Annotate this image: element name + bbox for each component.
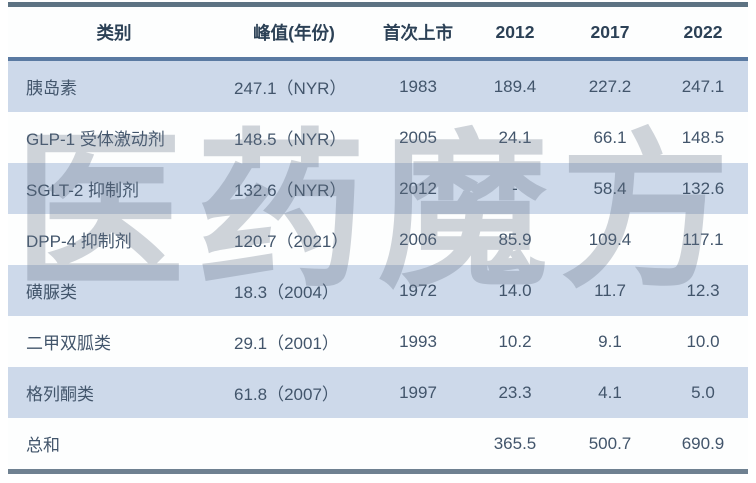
cell-category: GLP-1 受体激动剂 bbox=[8, 112, 220, 163]
cell-2012: - bbox=[468, 163, 562, 214]
cell-category: 胰岛素 bbox=[8, 59, 220, 112]
cell-2012: 189.4 bbox=[468, 59, 562, 112]
cell-category: 磺脲类 bbox=[8, 265, 220, 316]
cell-2017: 66.1 bbox=[562, 112, 658, 163]
cell-2017: 227.2 bbox=[562, 59, 658, 112]
cell-peak: 61.8（2007） bbox=[220, 367, 368, 418]
row-dpp4-inhibitor: DPP-4 抑制剂 120.7（2021） 2006 85.9 109.4 11… bbox=[8, 214, 748, 265]
cell-2012: 10.2 bbox=[468, 316, 562, 367]
cell-2012: 14.0 bbox=[468, 265, 562, 316]
cell-launch bbox=[368, 418, 468, 472]
cell-launch: 1993 bbox=[368, 316, 468, 367]
cell-2022: 132.6 bbox=[658, 163, 748, 214]
cell-category: SGLT-2 抑制剂 bbox=[8, 163, 220, 214]
cell-peak: 132.6（NYR） bbox=[220, 163, 368, 214]
cell-2022: 5.0 bbox=[658, 367, 748, 418]
cell-2022: 690.9 bbox=[658, 418, 748, 472]
header-row: 类别 峰值(年份) 首次上市 2012 2017 2022 bbox=[8, 4, 748, 61]
row-insulin: 胰岛素 247.1（NYR） 1983 189.4 227.2 247.1 bbox=[8, 59, 748, 112]
cell-category: 总和 bbox=[8, 418, 220, 472]
cell-launch: 1997 bbox=[368, 367, 468, 418]
row-glitazone: 格列酮类 61.8（2007） 1997 23.3 4.1 5.0 bbox=[8, 367, 748, 418]
cell-launch: 1972 bbox=[368, 265, 468, 316]
cell-2017: 4.1 bbox=[562, 367, 658, 418]
cell-2012: 23.3 bbox=[468, 367, 562, 418]
cell-category: 格列酮类 bbox=[8, 367, 220, 418]
col-header-2022: 2022 bbox=[658, 4, 748, 61]
row-sulfonylurea: 磺脲类 18.3（2004） 1972 14.0 11.7 12.3 bbox=[8, 265, 748, 316]
diabetes-drug-sales-table-wrap: 类别 峰值(年份) 首次上市 2012 2017 2022 胰岛素 247.1（… bbox=[8, 2, 748, 474]
cell-peak: 120.7（2021） bbox=[220, 214, 368, 265]
cell-2017: 500.7 bbox=[562, 418, 658, 472]
cell-2022: 117.1 bbox=[658, 214, 748, 265]
col-header-peak-year: 峰值(年份) bbox=[220, 4, 368, 61]
cell-2012: 85.9 bbox=[468, 214, 562, 265]
col-header-2017: 2017 bbox=[562, 4, 658, 61]
cell-2017: 58.4 bbox=[562, 163, 658, 214]
cell-peak bbox=[220, 418, 368, 472]
cell-peak: 29.1（2001） bbox=[220, 316, 368, 367]
col-header-2012: 2012 bbox=[468, 4, 562, 61]
cell-launch: 1983 bbox=[368, 59, 468, 112]
col-header-first-launch: 首次上市 bbox=[368, 4, 468, 61]
cell-category: 二甲双胍类 bbox=[8, 316, 220, 367]
row-metformin: 二甲双胍类 29.1（2001） 1993 10.2 9.1 10.0 bbox=[8, 316, 748, 367]
cell-2022: 12.3 bbox=[658, 265, 748, 316]
cell-peak: 148.5（NYR） bbox=[220, 112, 368, 163]
cell-2022: 247.1 bbox=[658, 59, 748, 112]
cell-peak: 18.3（2004） bbox=[220, 265, 368, 316]
row-glp1-agonist: GLP-1 受体激动剂 148.5（NYR） 2005 24.1 66.1 14… bbox=[8, 112, 748, 163]
cell-launch: 2012 bbox=[368, 163, 468, 214]
row-total: 总和 365.5 500.7 690.9 bbox=[8, 418, 748, 472]
col-header-category: 类别 bbox=[8, 4, 220, 61]
cell-2012: 24.1 bbox=[468, 112, 562, 163]
cell-launch: 2006 bbox=[368, 214, 468, 265]
cell-2017: 109.4 bbox=[562, 214, 658, 265]
cell-peak: 247.1（NYR） bbox=[220, 59, 368, 112]
row-sglt2-inhibitor: SGLT-2 抑制剂 132.6（NYR） 2012 - 58.4 132.6 bbox=[8, 163, 748, 214]
cell-launch: 2005 bbox=[368, 112, 468, 163]
cell-2017: 11.7 bbox=[562, 265, 658, 316]
diabetes-drug-sales-table: 类别 峰值(年份) 首次上市 2012 2017 2022 胰岛素 247.1（… bbox=[8, 2, 748, 474]
cell-2012: 365.5 bbox=[468, 418, 562, 472]
cell-2022: 10.0 bbox=[658, 316, 748, 367]
cell-2022: 148.5 bbox=[658, 112, 748, 163]
cell-2017: 9.1 bbox=[562, 316, 658, 367]
cell-category: DPP-4 抑制剂 bbox=[8, 214, 220, 265]
